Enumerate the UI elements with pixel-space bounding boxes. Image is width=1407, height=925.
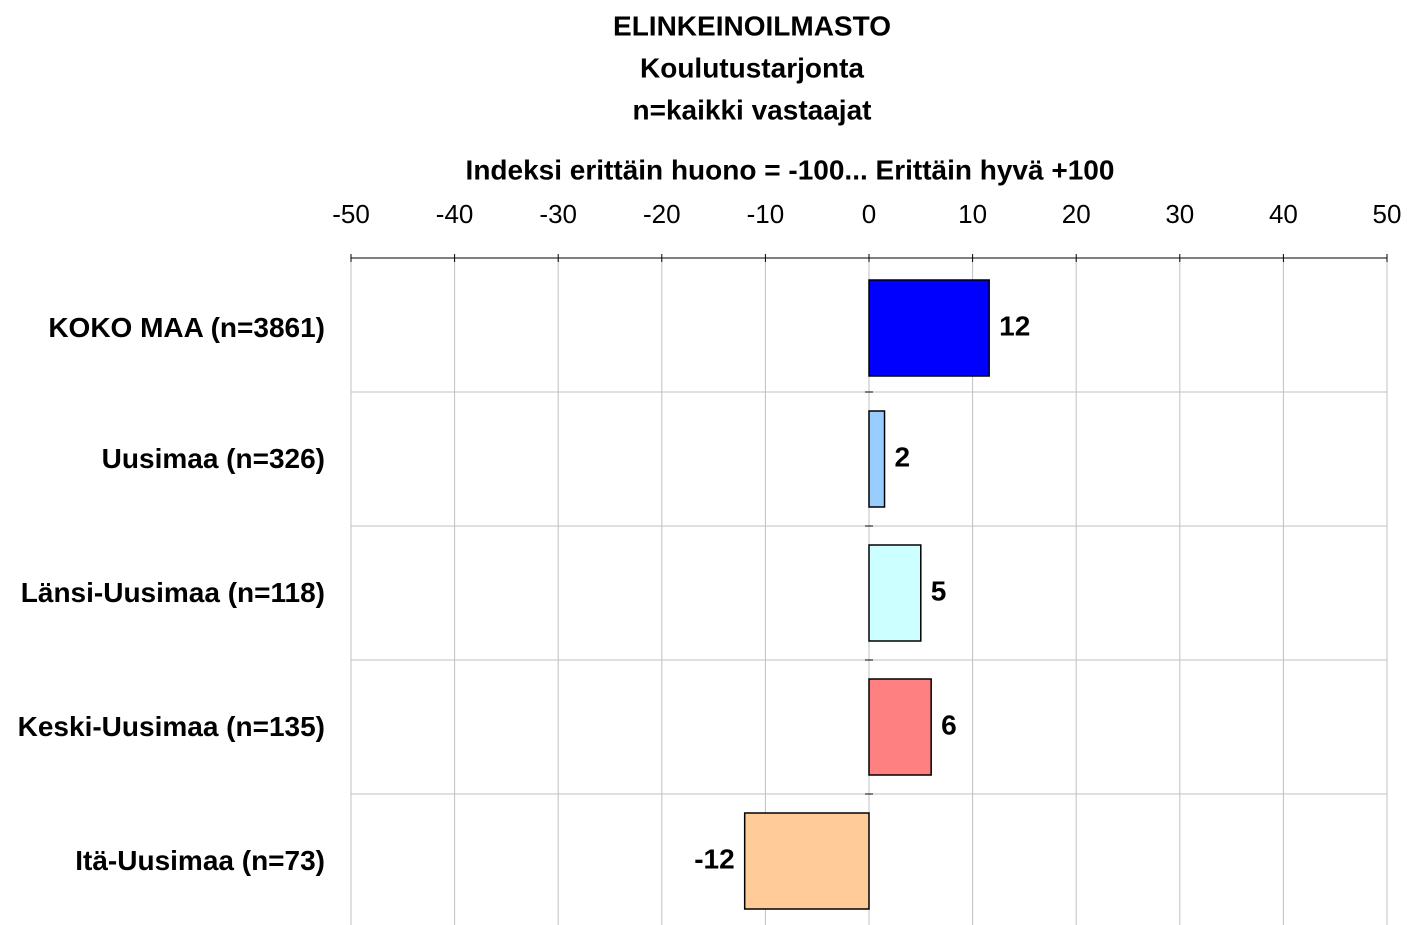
x-tick-label: -50 bbox=[332, 199, 370, 229]
bar bbox=[868, 410, 886, 508]
bar bbox=[868, 678, 932, 776]
x-tick-label: 50 bbox=[1373, 199, 1402, 229]
bar bbox=[868, 279, 990, 377]
data-label: -12 bbox=[694, 843, 734, 874]
x-tick-label: 40 bbox=[1269, 199, 1298, 229]
x-axis-label: Indeksi erittäin huono = -100... Erittäi… bbox=[466, 154, 1115, 185]
chart-title: ELINKEINOILMASTO bbox=[613, 10, 891, 41]
data-label: 12 bbox=[999, 310, 1030, 341]
chart-subtitle: Koulutustarjonta bbox=[640, 52, 864, 83]
y-tick-label: Keski-Uusimaa (n=135) bbox=[17, 711, 325, 742]
y-tick-label: Uusimaa (n=326) bbox=[101, 443, 325, 474]
bar bbox=[868, 544, 922, 642]
x-tick-label: -30 bbox=[539, 199, 577, 229]
bar bbox=[743, 812, 870, 910]
y-tick-label: KOKO MAA (n=3861) bbox=[48, 312, 325, 343]
data-label: 5 bbox=[931, 575, 947, 606]
y-tick-label: Itä-Uusimaa (n=73) bbox=[75, 845, 325, 876]
x-tick-label: -10 bbox=[747, 199, 785, 229]
x-tick-label: 10 bbox=[958, 199, 987, 229]
x-tick-label: 0 bbox=[862, 199, 876, 229]
chart-note: n=kaikki vastaajat bbox=[633, 94, 872, 125]
x-tick-label: -40 bbox=[436, 199, 474, 229]
y-tick-label: Länsi-Uusimaa (n=118) bbox=[20, 577, 325, 608]
data-label: 6 bbox=[941, 709, 957, 740]
data-label: 2 bbox=[895, 441, 911, 472]
x-tick-label: 30 bbox=[1165, 199, 1194, 229]
x-tick-label: 20 bbox=[1062, 199, 1091, 229]
x-tick-label: -20 bbox=[643, 199, 681, 229]
